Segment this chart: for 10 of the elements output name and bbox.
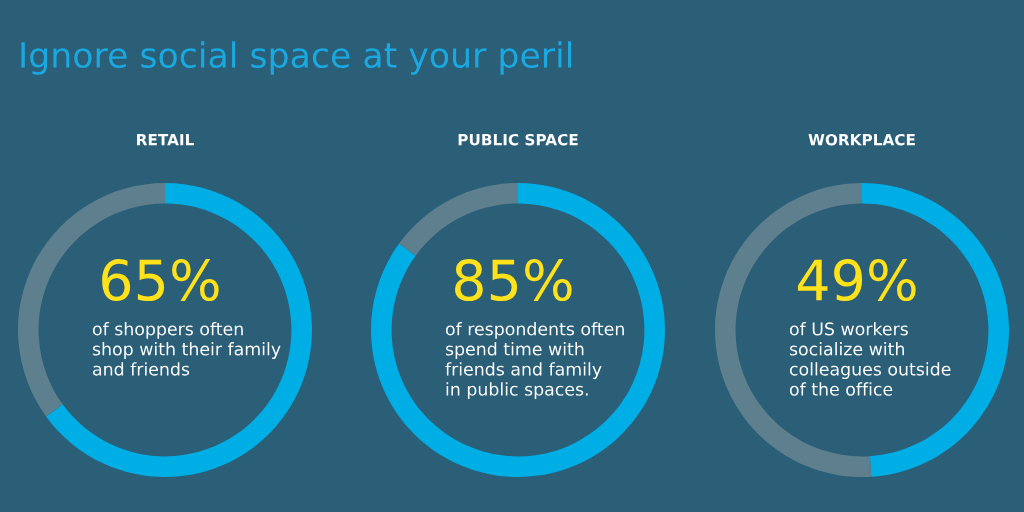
text: of respondents often spend time with friends and family in public spaces. [445,322,624,400]
text: of shoppers often shop with their family and friends [92,322,281,376]
text: 49% [797,259,916,302]
text: of US workers socialize with colleagues outside of the office [789,322,951,396]
text: 85% [455,259,572,302]
text: 65% [102,259,219,302]
chart-title: RETAIL [137,134,194,146]
chart-title: WORKPLACE [808,133,915,146]
text: Ignore social space at your peril [21,41,572,75]
chart-title: PUBLIC SPACE [458,133,578,146]
